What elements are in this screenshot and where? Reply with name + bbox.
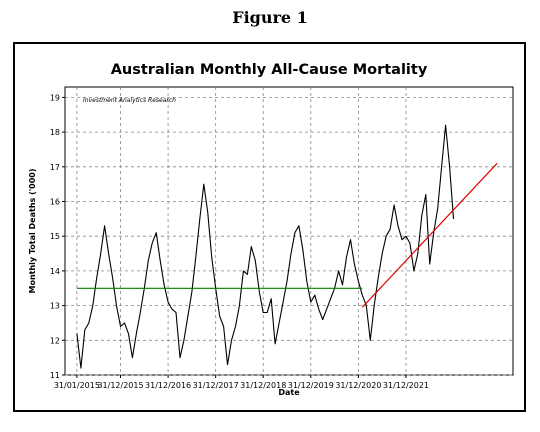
mortality-series-line — [76, 124, 455, 369]
figure-frame — [13, 42, 526, 412]
y-tick-label: 18 — [50, 128, 60, 137]
y-tick-label: 12 — [50, 336, 60, 345]
y-axis-ticks: 11 12 13 14 15 16 17 18 19 — [50, 93, 65, 380]
x-tick-label: 31/01/2015 — [54, 381, 100, 390]
series-layer — [76, 124, 498, 369]
x-tick-label: 31/12/2015 — [97, 381, 143, 390]
red-trend-line — [361, 162, 498, 308]
plot-area — [64, 86, 514, 376]
y-tick-label: 13 — [50, 302, 60, 311]
x-tick-label: 31/12/2021 — [383, 381, 429, 390]
figure-title: Figure 1 — [232, 8, 308, 27]
y-axis-label: Monthly Total Deaths ('000) — [28, 168, 37, 293]
y-tick-label: 14 — [50, 267, 60, 276]
watermark-text: Investment Analytics Research — [83, 97, 176, 104]
x-tick-label: 31/12/2016 — [145, 381, 191, 390]
x-tick-label: 31/12/2017 — [193, 381, 239, 390]
y-tick-label: 15 — [50, 232, 60, 241]
x-tick-label: 31/12/2020 — [335, 381, 381, 390]
y-tick-label: 11 — [50, 371, 60, 380]
x-axis-label: Date — [278, 388, 300, 397]
y-tick-label: 19 — [50, 93, 60, 102]
y-tick-label: 16 — [50, 198, 60, 207]
gridlines — [65, 87, 513, 376]
x-tick-label: 31/12/2018 — [240, 381, 286, 390]
x-tick-label: 31/12/2019 — [288, 381, 334, 390]
chart-title: Australian Monthly All-Cause Mortality — [111, 62, 428, 78]
y-tick-label: 17 — [50, 163, 60, 172]
mortality-chart: Australian Monthly All-Cause Mortality 1… — [28, 62, 514, 397]
